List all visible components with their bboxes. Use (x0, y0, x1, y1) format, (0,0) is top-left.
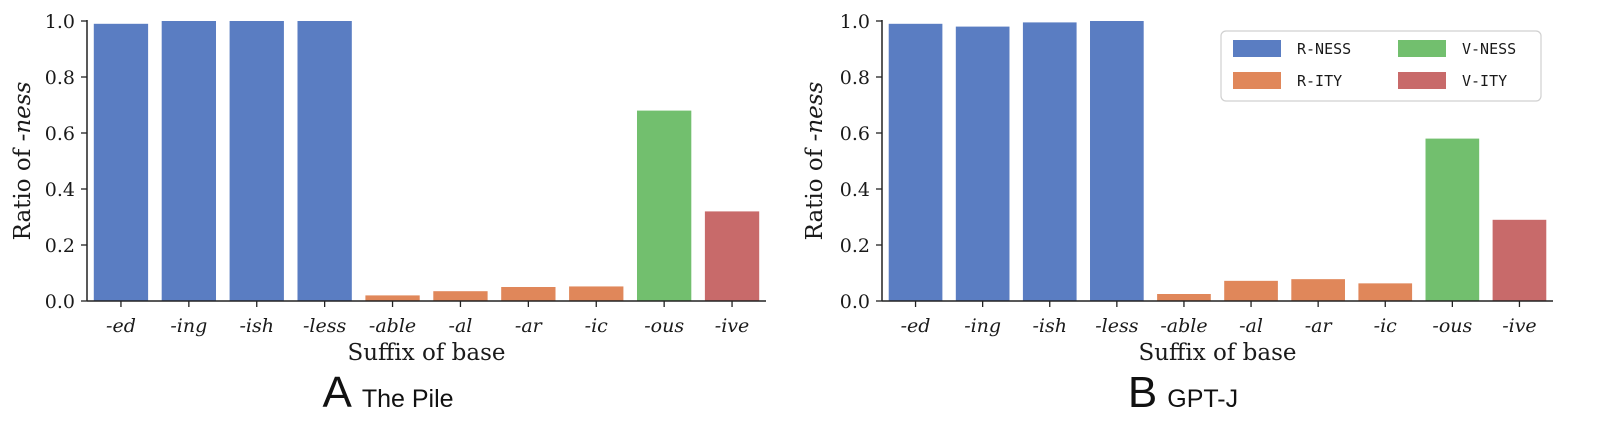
legend-entry-v-ness: V-NESS (1398, 40, 1516, 58)
bar-ous (636, 110, 692, 301)
legend-entry-r-ity: R-ITY (1233, 72, 1342, 90)
y-axis-title-prefix: Ratio of (802, 141, 828, 240)
legend-label: R-NESS (1297, 40, 1351, 58)
x-tick-label-ish: -ish (240, 315, 274, 337)
bar-ive (1492, 219, 1547, 301)
x-tick-label-ing: -ing (964, 315, 1001, 337)
bar-ing (955, 26, 1010, 301)
x-tick-label-ive: -ive (715, 315, 749, 337)
y-tick-label: 0.0 (840, 291, 870, 313)
x-tick-label-ed: -ed (901, 315, 931, 337)
bar-ic (569, 286, 624, 301)
y-axis-title-emph: -ness (10, 81, 36, 141)
legend-swatch (1233, 40, 1281, 57)
bar-able (365, 295, 420, 301)
panel-letter: A (322, 368, 352, 417)
chart-panel-b: 0.0 0.2 0.4 0.6 0.8 1.0 -ed -ing -ish -less -able… (802, 11, 1553, 417)
y-axis-title: Ratio of -ness (10, 81, 36, 240)
panel-caption: B GPT-J (1128, 368, 1238, 417)
x-tick-label-ed: -ed (106, 315, 136, 337)
y-axis-ticks: 0.0 0.2 0.4 0.6 0.8 1.0 (840, 11, 882, 313)
x-axis-title: Suffix of base (347, 340, 505, 366)
x-tick-label-ive: -ive (1502, 315, 1536, 337)
x-tick-label-able: -able (369, 315, 416, 337)
y-tick-label: 0.2 (45, 235, 75, 257)
bar-ous (1425, 138, 1480, 301)
bar-ar (501, 287, 556, 301)
y-tick-label: 0.0 (45, 291, 75, 313)
x-tick-label-ic: -ic (1374, 315, 1397, 337)
legend-entry-r-ness: R-NESS (1233, 40, 1351, 58)
x-axis-title: Suffix of base (1138, 340, 1296, 366)
x-tick-label-ing: -ing (170, 315, 207, 337)
bar-ish (229, 21, 284, 301)
y-tick-label: 1.0 (45, 11, 75, 33)
bar-ish (1022, 22, 1077, 302)
bar-ing (161, 21, 217, 301)
panel-caption: A The Pile (322, 368, 453, 417)
y-axis-ticks: 0.0 0.2 0.4 0.6 0.8 1.0 (45, 11, 87, 313)
bars-group (93, 21, 760, 302)
y-tick-label: 0.4 (840, 179, 870, 201)
x-tick-label-ar: -ar (515, 315, 544, 337)
y-tick-label: 1.0 (840, 11, 870, 33)
bar-ed (888, 23, 943, 302)
x-tick-label-ic: -ic (585, 315, 608, 337)
x-tick-label-less: -less (1095, 315, 1138, 337)
chart-panel-a: 0.0 0.2 0.4 0.6 0.8 1.0 -ed -ing -ish -less -able… (10, 11, 766, 417)
bar-ic (1358, 283, 1413, 301)
panel-name: GPT-J (1167, 385, 1238, 413)
y-axis-title: Ratio of -ness (802, 81, 828, 240)
y-axis-title-prefix: Ratio of (10, 141, 36, 240)
x-tick-label-ish: -ish (1033, 315, 1067, 337)
bar-less (1090, 21, 1144, 301)
y-tick-label: 0.8 (45, 67, 75, 89)
y-tick-label: 0.6 (840, 123, 870, 145)
panel-name: The Pile (362, 385, 454, 413)
legend-frame (1220, 30, 1542, 102)
legend: R-NESS V-NESS R-ITY V-ITY (1220, 30, 1542, 102)
y-tick-label: 0.4 (45, 179, 75, 201)
bar-ed (93, 23, 149, 302)
x-tick-label-ous: -ous (1432, 315, 1472, 337)
x-axis-ticks: -ed -ing -ish -less -able -al -ar -ic -ous -ive (106, 301, 749, 337)
legend-swatch (1398, 40, 1446, 57)
x-tick-label-able: -able (1160, 315, 1207, 337)
panel-letter: B (1128, 368, 1157, 417)
legend-label: V-NESS (1462, 40, 1516, 58)
bar-less (297, 21, 352, 301)
x-tick-label-al: -al (1239, 315, 1263, 337)
bar-ive (704, 211, 760, 301)
legend-label: V-ITY (1462, 72, 1507, 90)
y-tick-label: 0.6 (45, 123, 75, 145)
x-tick-label-less: -less (303, 315, 346, 337)
bars-group (888, 21, 1547, 302)
x-axis-ticks: -ed -ing -ish -less -able -al -ar -ic -ous -ive (901, 301, 1537, 337)
x-tick-label-al: -al (449, 315, 473, 337)
bar-al (433, 291, 488, 301)
bar-able (1157, 294, 1211, 301)
x-tick-label-ar: -ar (1305, 315, 1334, 337)
legend-entry-v-ity: V-ITY (1398, 72, 1507, 90)
bar-ar (1291, 279, 1345, 301)
y-axis-title-emph: -ness (802, 81, 828, 141)
legend-swatch (1398, 72, 1446, 89)
legend-label: R-ITY (1297, 72, 1342, 90)
y-tick-label: 0.8 (840, 67, 870, 89)
y-tick-label: 0.2 (840, 235, 870, 257)
legend-swatch (1233, 72, 1281, 89)
bar-al (1224, 280, 1278, 301)
x-tick-label-ous: -ous (644, 315, 684, 337)
